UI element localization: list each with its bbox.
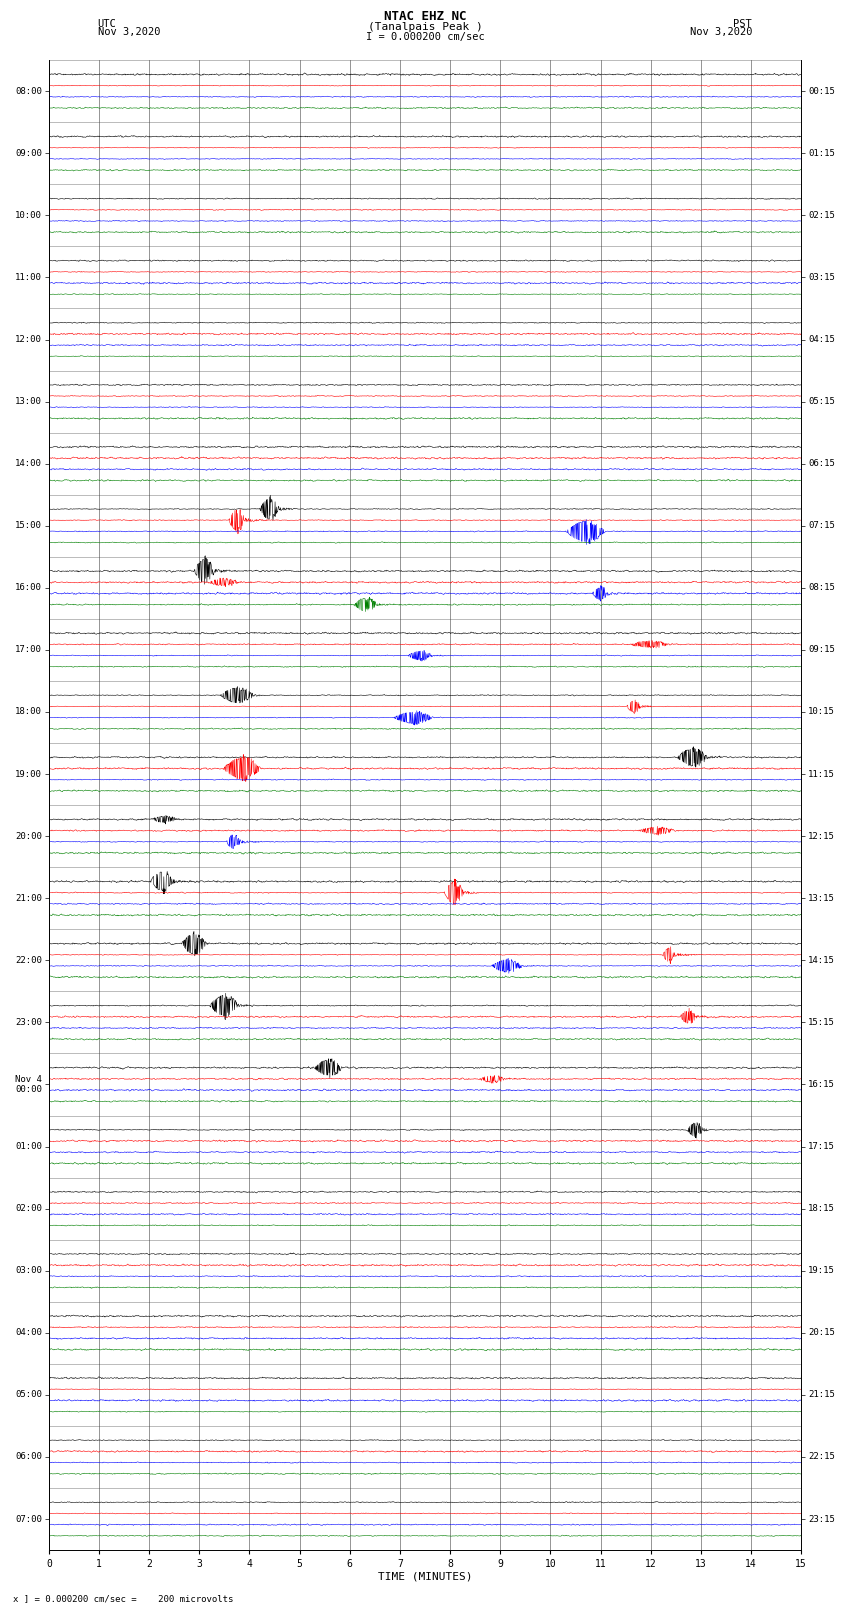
Text: x ] = 0.000200 cm/sec =    200 microvolts: x ] = 0.000200 cm/sec = 200 microvolts (13, 1594, 233, 1603)
Text: Nov 3,2020: Nov 3,2020 (689, 27, 752, 37)
Text: I = 0.000200 cm/sec: I = 0.000200 cm/sec (366, 32, 484, 42)
Text: (Tanalpais Peak ): (Tanalpais Peak ) (367, 23, 483, 32)
Text: NTAC EHZ NC: NTAC EHZ NC (383, 10, 467, 24)
Text: PST: PST (734, 19, 752, 29)
X-axis label: TIME (MINUTES): TIME (MINUTES) (377, 1573, 473, 1582)
Text: UTC: UTC (98, 19, 116, 29)
Text: Nov 3,2020: Nov 3,2020 (98, 27, 161, 37)
